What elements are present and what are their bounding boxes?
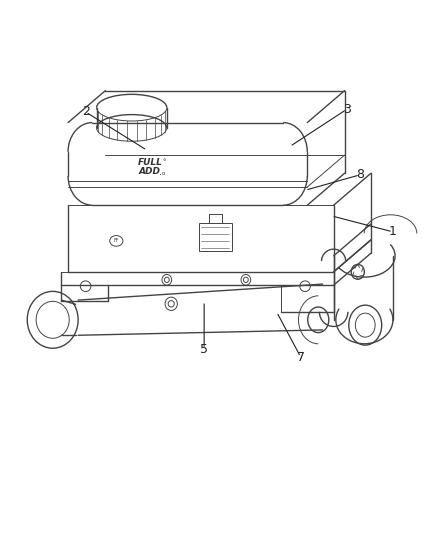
Text: .: .: [159, 167, 162, 176]
Text: 3: 3: [342, 103, 350, 116]
Text: FF: FF: [113, 238, 119, 244]
Text: ADD: ADD: [138, 167, 160, 176]
Text: 8: 8: [355, 168, 363, 181]
Text: 7: 7: [296, 351, 304, 364]
Text: 2: 2: [81, 106, 89, 118]
Text: o: o: [161, 171, 165, 176]
Text: FULL: FULL: [138, 158, 163, 167]
Text: °: °: [162, 159, 166, 166]
Text: 1: 1: [388, 225, 396, 238]
Text: 5: 5: [200, 343, 208, 356]
